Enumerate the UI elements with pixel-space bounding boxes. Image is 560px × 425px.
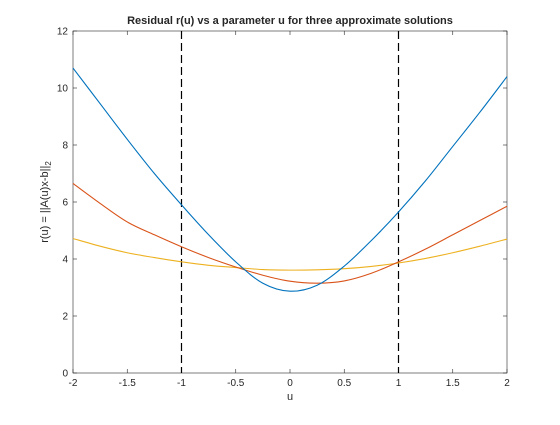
x-tick-label: -1 bbox=[177, 378, 186, 389]
y-tick-label: 10 bbox=[57, 84, 69, 95]
y-tick-label: 0 bbox=[62, 369, 68, 380]
plot-frame bbox=[72, 30, 508, 374]
y-tick-label: 12 bbox=[57, 27, 69, 38]
y-tick-label: 6 bbox=[62, 198, 68, 209]
series-line-1 bbox=[72, 67, 508, 292]
y-axis-label-main: r(u) = ||A(u)x-b|| bbox=[39, 166, 51, 243]
y-tick-label: 2 bbox=[62, 312, 68, 323]
x-tick-label: 1.5 bbox=[446, 378, 460, 389]
x-axis-label: u bbox=[287, 391, 293, 403]
x-tick-label: 0.5 bbox=[337, 378, 351, 389]
y-axis-label-subscript: 2 bbox=[44, 161, 53, 166]
x-tick-label: 1 bbox=[396, 378, 402, 389]
series-line-2 bbox=[72, 183, 508, 284]
x-tick-label: -0.5 bbox=[227, 378, 245, 389]
series-line-3 bbox=[72, 237, 508, 271]
y-tick-label: 8 bbox=[62, 141, 68, 152]
chart-title: Residual r(u) vs a parameter u for three… bbox=[127, 15, 453, 27]
x-tick-label: -2 bbox=[69, 378, 78, 389]
y-tick-label: 4 bbox=[62, 255, 68, 266]
plot-area: -2 -1.5 -1 -0.5 0 0.5 1 1.5 2 0 2 4 6 8 10 12 bbox=[57, 27, 510, 390]
x-tick-label: 2 bbox=[504, 378, 510, 389]
x-tick-label: 0 bbox=[287, 378, 293, 389]
x-tick-label: -1.5 bbox=[119, 378, 137, 389]
y-axis-label: r(u) = ||A(u)x-b||2 bbox=[39, 161, 53, 243]
